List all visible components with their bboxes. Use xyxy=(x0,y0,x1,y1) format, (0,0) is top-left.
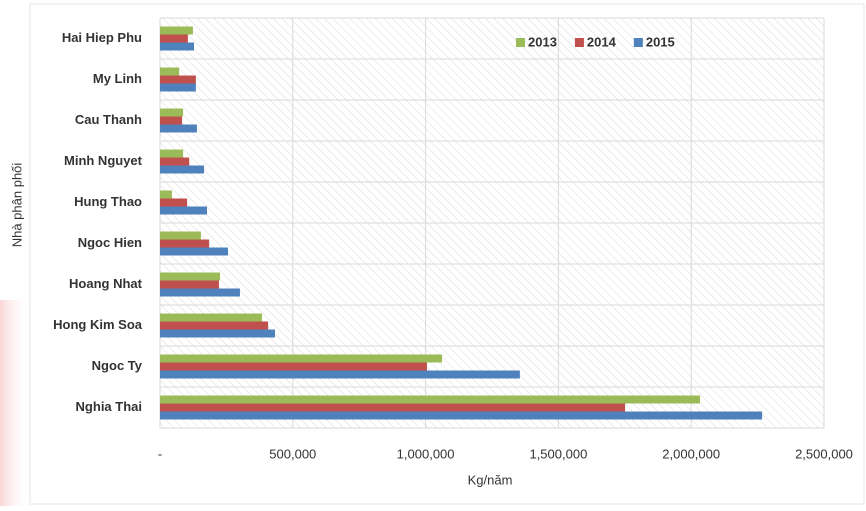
bar xyxy=(160,403,626,412)
legend-label: 2014 xyxy=(587,34,617,49)
bar xyxy=(160,149,184,158)
y-tick-label: Hoang Nhat xyxy=(69,276,143,291)
bar xyxy=(160,329,276,338)
y-tick-label: Cau Thanh xyxy=(75,112,142,127)
x-tick-label: 1,000,000 xyxy=(397,446,455,461)
x-tick-label: 2,500,000 xyxy=(795,446,853,461)
x-tick-label: 500,000 xyxy=(269,446,316,461)
bar xyxy=(160,354,443,363)
bar xyxy=(160,321,269,330)
bar xyxy=(160,190,172,199)
bar xyxy=(160,362,427,371)
x-axis-label: Kg/năm xyxy=(468,472,513,487)
bar xyxy=(160,198,188,207)
bar xyxy=(160,124,197,133)
y-tick-label: Hai Hiep Phu xyxy=(62,30,142,45)
bar xyxy=(160,26,193,35)
bar xyxy=(160,272,221,281)
decoration xyxy=(0,300,30,506)
bar xyxy=(160,67,180,76)
legend-swatch xyxy=(633,38,643,47)
y-tick-label: Nghia Thai xyxy=(76,399,142,414)
bar xyxy=(160,395,700,404)
bar xyxy=(160,206,208,215)
x-tick-label: 2,000,000 xyxy=(662,446,720,461)
bar xyxy=(160,288,240,297)
bar xyxy=(160,165,205,174)
legend-swatch xyxy=(574,38,584,47)
y-tick-label: Minh Nguyet xyxy=(64,153,143,168)
bar xyxy=(160,411,763,420)
bar xyxy=(160,83,196,92)
bar xyxy=(160,231,201,240)
bar xyxy=(160,313,262,322)
legend-label: 2013 xyxy=(528,34,557,49)
y-tick-label: Hung Thao xyxy=(74,194,142,209)
legend-label: 2015 xyxy=(646,34,675,49)
x-tick-label: - xyxy=(158,446,162,461)
legend-swatch xyxy=(516,38,525,47)
bar xyxy=(160,370,520,379)
y-tick-label: Ngoc Hien xyxy=(78,235,142,250)
bar xyxy=(160,247,228,256)
bar xyxy=(160,280,219,289)
y-tick-label: My Linh xyxy=(93,71,142,86)
x-tick-label: 1,500,000 xyxy=(529,446,587,461)
bar xyxy=(160,34,188,43)
bar xyxy=(160,116,183,125)
bar xyxy=(160,108,184,117)
bar xyxy=(160,75,196,84)
bar xyxy=(160,239,210,248)
y-tick-label: Hong Kim Soa xyxy=(53,317,143,332)
bar xyxy=(160,157,190,166)
y-tick-label: Ngoc Ty xyxy=(92,358,143,373)
y-axis-label: Nhà phân phối xyxy=(9,163,24,248)
bar xyxy=(160,42,194,51)
